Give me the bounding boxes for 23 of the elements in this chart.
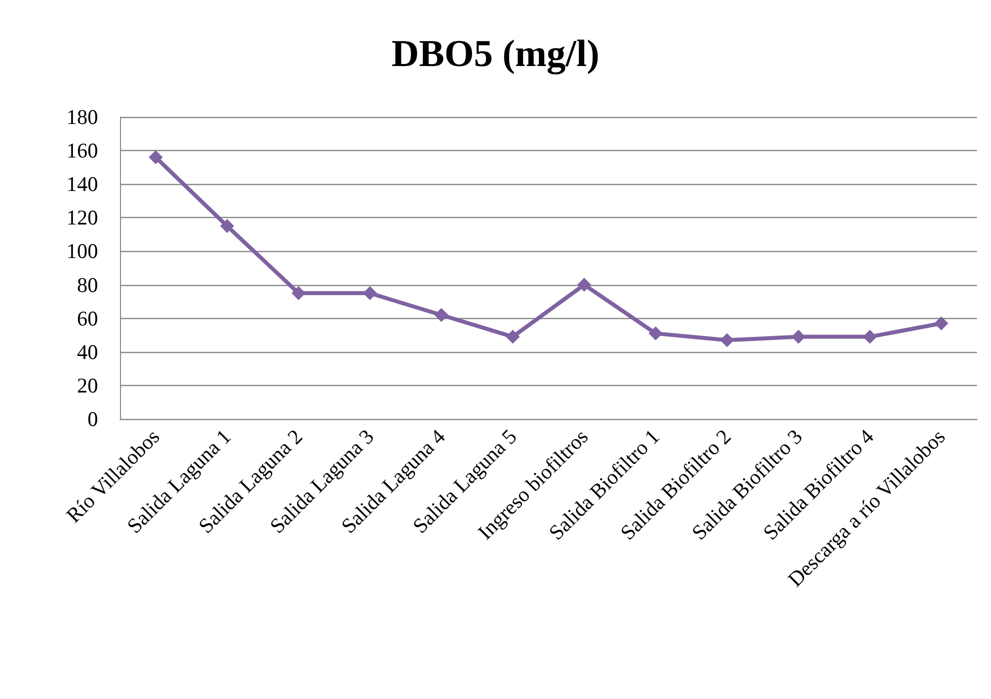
point [506, 330, 520, 344]
y-tick-label: 60 [77, 306, 98, 330]
y-tick-label: 160 [66, 138, 98, 163]
y-tick-label: 0 [88, 407, 98, 431]
y-tick-label: 20 [77, 373, 98, 398]
chart-title: DBO5 (mg/l) [392, 33, 600, 75]
y-tick-label: 80 [77, 272, 98, 297]
point [577, 278, 592, 292]
y-tick-label: 120 [66, 206, 98, 230]
y-tick-label: 180 [66, 105, 98, 129]
point [862, 330, 877, 344]
point [934, 316, 948, 330]
point [648, 326, 663, 340]
point [148, 150, 163, 164]
y-tick-label: 100 [66, 239, 98, 264]
y-tick-label: 140 [66, 172, 98, 196]
point [791, 330, 806, 344]
point [362, 286, 377, 300]
y-tick-label: 40 [77, 340, 98, 364]
point [434, 308, 448, 322]
point [720, 333, 734, 348]
point [292, 286, 306, 300]
point [220, 219, 234, 234]
